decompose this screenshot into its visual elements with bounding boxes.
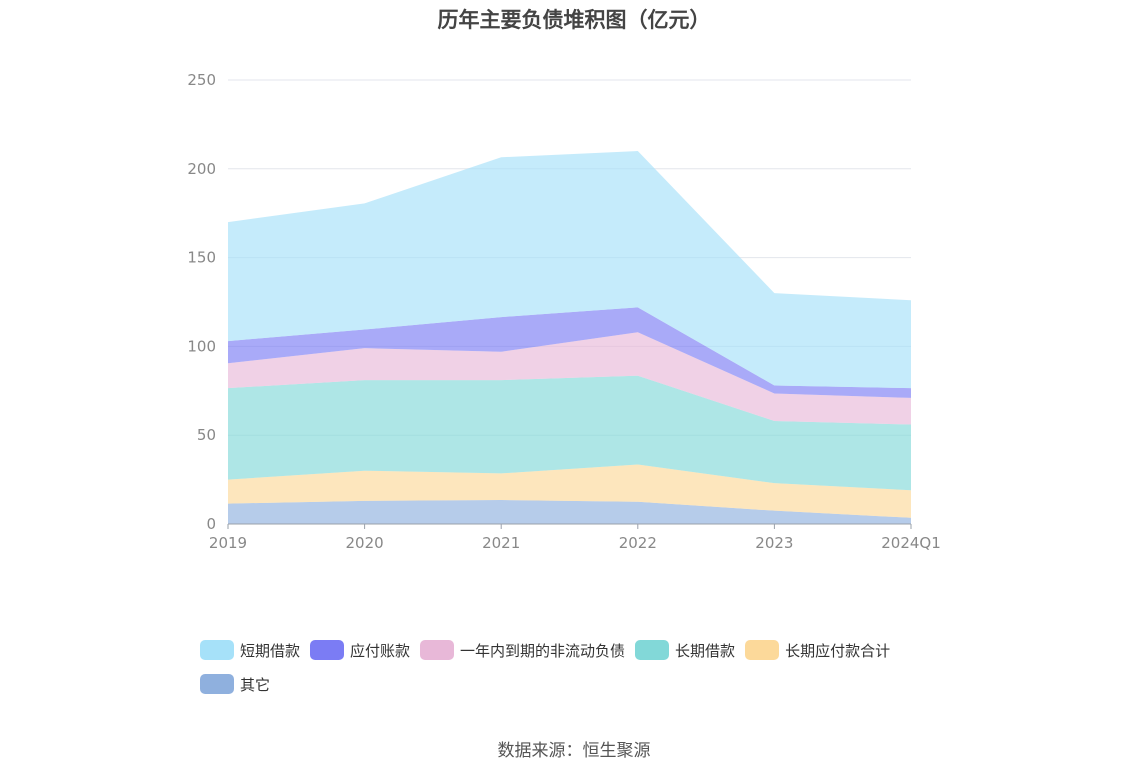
legend-swatch	[200, 640, 234, 660]
legend-row: 短期借款 应付账款 一年内到期的非流动负债 长期借款 长期应付款合计	[200, 638, 1000, 662]
legend-swatch	[200, 674, 234, 694]
y-tick-label: 150	[187, 249, 216, 267]
legend-item[interactable]: 一年内到期的非流动负债	[420, 638, 625, 662]
area-series-4	[228, 307, 911, 398]
chart-title: 历年主要负债堆积图（亿元）	[437, 8, 711, 32]
x-tick-label: 2024Q1	[881, 534, 941, 552]
x-tick-label: 2022	[619, 534, 657, 552]
legend-swatch	[420, 640, 455, 660]
legend-swatch	[745, 640, 780, 660]
y-tick-label: 50	[197, 426, 216, 444]
area-series	[228, 151, 911, 524]
area-series-5	[228, 151, 911, 389]
legend-label: 其它	[240, 675, 271, 694]
legend-item[interactable]: 长期应付款合计	[745, 638, 890, 662]
x-tick-label: 2021	[482, 534, 520, 552]
legend-item[interactable]: 长期借款	[635, 638, 735, 662]
source-note: 数据来源：恒生聚源	[497, 741, 651, 761]
y-tick-label: 200	[187, 160, 216, 178]
y-tick-label: 250	[187, 71, 216, 89]
y-tick-label: 100	[187, 337, 216, 355]
legend-item[interactable]: 其它	[200, 672, 270, 696]
x-tick-label: 2023	[755, 534, 793, 552]
x-tick-label: 2019	[209, 534, 247, 552]
area-series-0	[228, 500, 911, 524]
area-series-3	[228, 332, 911, 425]
area-series-2	[228, 375, 911, 491]
legend-label: 一年内到期的非流动负债	[460, 641, 626, 660]
legend-item[interactable]: 短期借款	[200, 638, 300, 662]
legend-swatch	[635, 640, 670, 660]
legend-label: 应付账款	[350, 641, 411, 660]
x-tick-label: 2020	[346, 534, 384, 552]
legend-item[interactable]: 应付账款	[310, 638, 410, 662]
legend-label: 长期应付款合计	[785, 641, 891, 660]
area-series-1	[228, 464, 911, 518]
y-tick-label: 0	[206, 515, 216, 533]
legend-swatch	[310, 640, 345, 660]
legend: 短期借款 应付账款 一年内到期的非流动负债 长期借款 长期应付款合计 其它	[200, 638, 1000, 706]
axes: 0 50 100 150 200 250 2019 2020 2021 2022 2023 2024Q…	[187, 71, 940, 552]
legend-label: 长期借款	[675, 641, 736, 660]
legend-row: 其它	[200, 672, 1000, 696]
legend-label: 短期借款	[240, 641, 301, 660]
